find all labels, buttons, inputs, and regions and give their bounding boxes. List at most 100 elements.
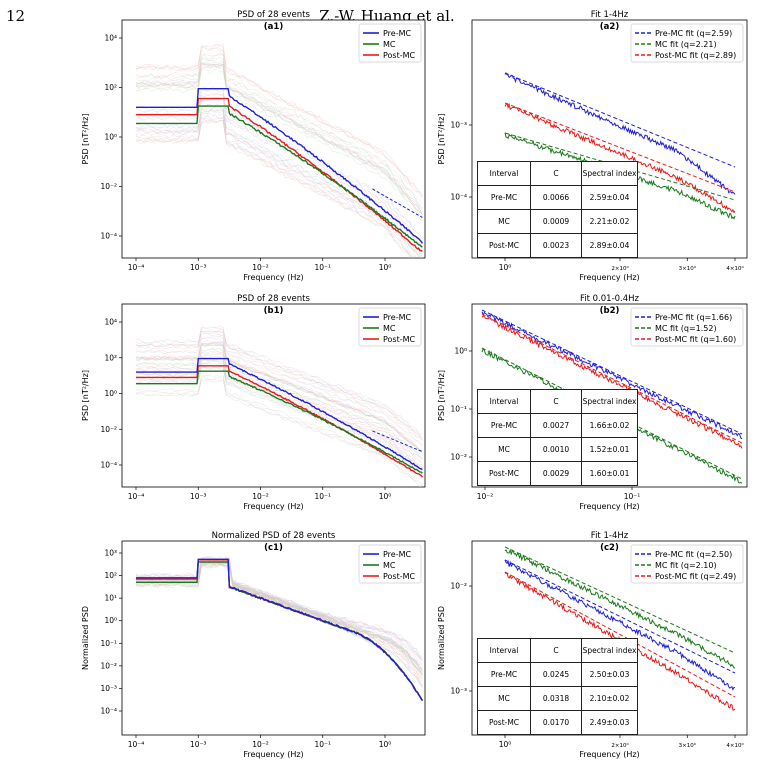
event-psd-line [135, 342, 423, 451]
x-tick-label: 10⁻² [477, 492, 494, 501]
y-tick-label: 10⁰ [104, 389, 117, 398]
x-tick-label: 10⁻² [252, 740, 269, 749]
table-header-cell: C [530, 389, 582, 414]
x-tick-label: 10⁻³ [190, 263, 207, 272]
table-header-cell: Interval [477, 638, 531, 663]
fit-guide-dashed [372, 188, 423, 218]
event-psd-line [135, 59, 423, 211]
legend-entry: MC fit (q=2.10) [655, 561, 717, 570]
panel-b1: PSD of 28 events 10⁻⁴ 10⁻³ 10⁻² 10⁻¹ 10⁰ 10⁴ 10… [81, 294, 426, 511]
event-psd-line [135, 111, 417, 258]
table-row: MC 0.0010 1.52±0.01 [477, 437, 638, 462]
table-cell: MC [477, 437, 531, 462]
panel-title: Fit 0.01-0.4Hz [580, 294, 640, 304]
table-cell: MC [477, 209, 531, 234]
event-psd-line [135, 68, 423, 219]
plot-area [135, 43, 423, 258]
y-tick-label: 10¹ [104, 594, 117, 603]
mc-spectrum-line [504, 548, 735, 669]
y-tick-label: 10⁻⁴ [450, 193, 467, 202]
table-header-row: Interval C Spectral index [477, 389, 638, 414]
table-cell: 2.49±0.03 [581, 710, 638, 735]
plot-area [504, 546, 736, 711]
panel-tag: (b2) [600, 306, 620, 316]
event-psd-line [135, 60, 423, 214]
table-cell: 2.21±0.02 [581, 209, 638, 234]
y-tick-label: 10⁰ [454, 347, 467, 356]
table-header-row: Interval C Spectral index [477, 161, 638, 186]
y-tick-label: 10⁻² [100, 182, 117, 191]
x-axis-label: Frequency (Hz) [579, 750, 639, 759]
event-psd-line [135, 325, 423, 435]
y-tick-label: 10⁻² [450, 453, 467, 462]
y-tick-label: 10² [104, 571, 117, 580]
mc-fit-line [504, 546, 736, 654]
panel-c1: Normalized PSD of 28 events 10⁻⁴ 10⁻³ 10⁻² 1… [81, 531, 426, 759]
post-mc-spectrum-line [504, 102, 736, 214]
table-row: Pre-MC 0.0245 2.50±0.03 [477, 662, 638, 687]
page-number: 12 [6, 7, 26, 25]
pre-mc-spectrum-line [504, 559, 736, 691]
pre-mc-line [136, 88, 423, 244]
panel-tag: (c2) [600, 543, 619, 553]
pre-mc-fit-line [504, 559, 736, 674]
post-mc-line [136, 365, 423, 478]
y-tick-label: 10² [104, 83, 117, 92]
panel-title: Normalized PSD of 28 events [212, 531, 336, 541]
legend-entry: Pre-MC [383, 313, 412, 322]
y-tick-label: 10⁻⁴ [100, 707, 117, 716]
legend-entry: MC [383, 561, 396, 570]
panel-a1: PSD of 28 events 10⁻⁴ 10⁻³ 10⁻² 10⁻¹ 10⁰ 10⁴ 10… [81, 10, 426, 282]
x-tick-label: 10⁰ [379, 740, 392, 749]
legend-entry: Pre-MC fit (q=2.59) [655, 29, 732, 38]
event-psd-line [135, 118, 412, 258]
table-header-cell: C [530, 638, 582, 663]
event-psd-line [135, 331, 423, 439]
event-psd-line [135, 95, 423, 246]
table-header-cell: C [530, 161, 582, 186]
event-psd-line [135, 335, 423, 446]
event-psd-line [135, 103, 423, 256]
x-tick-label: 3×10⁰ [679, 742, 697, 749]
table-cell: 0.0009 [530, 209, 582, 234]
table-cell: 0.0029 [530, 461, 582, 486]
event-psd-line [135, 63, 423, 214]
table-header-cell: Spectral index [581, 638, 638, 663]
table-cell: 0.0170 [530, 710, 582, 735]
fit-parameter-table: Interval C Spectral index Pre-MC 0.0066 2.59±… [477, 161, 638, 258]
x-tick-label: 10⁻⁴ [128, 263, 145, 272]
y-tick-label: 10⁴ [104, 318, 117, 327]
panel-title: PSD of 28 events [237, 294, 310, 304]
table-cell: 1.52±0.01 [581, 437, 638, 462]
x-axis-label: Frequency (Hz) [243, 273, 303, 282]
table-cell: 2.59±0.04 [581, 185, 638, 210]
legend-entry: Post-MC fit (q=1.60) [655, 335, 736, 344]
x-tick-label: 10⁻¹ [314, 492, 331, 501]
table-cell: 0.0066 [530, 185, 582, 210]
plot-area [135, 555, 424, 702]
table-header-cell: Interval [477, 389, 531, 414]
legend-entry: Post-MC fit (q=2.49) [655, 572, 736, 581]
table-cell: 1.60±0.01 [581, 461, 638, 486]
x-tick-label: 10⁻³ [190, 740, 207, 749]
legend-entry: MC [383, 40, 396, 49]
table-cell: 0.0245 [530, 662, 582, 687]
y-tick-label: 10⁻¹ [450, 405, 467, 414]
table-row: Post-MC 0.0170 2.49±0.03 [477, 710, 638, 735]
event-psd-line [135, 374, 423, 485]
event-psd-line [135, 44, 423, 197]
pre-mc-line [136, 558, 423, 701]
y-tick-label: 10⁻¹ [100, 639, 117, 648]
x-tick-label: 10⁻⁴ [128, 492, 145, 501]
table-cell: 0.0027 [530, 413, 582, 438]
event-psd-line [135, 343, 423, 452]
table-row: MC 0.0009 2.21±0.02 [477, 209, 638, 234]
y-tick-label: 10⁻³ [100, 684, 117, 693]
x-tick-label: 10⁻² [252, 492, 269, 501]
legend-entry: Post-MC [383, 572, 416, 581]
table-cell: Pre-MC [477, 413, 531, 438]
x-tick-label: 10⁰ [379, 263, 392, 272]
post-mc-fit-line [504, 571, 736, 698]
table-row: Pre-MC 0.0066 2.59±0.04 [477, 185, 638, 210]
